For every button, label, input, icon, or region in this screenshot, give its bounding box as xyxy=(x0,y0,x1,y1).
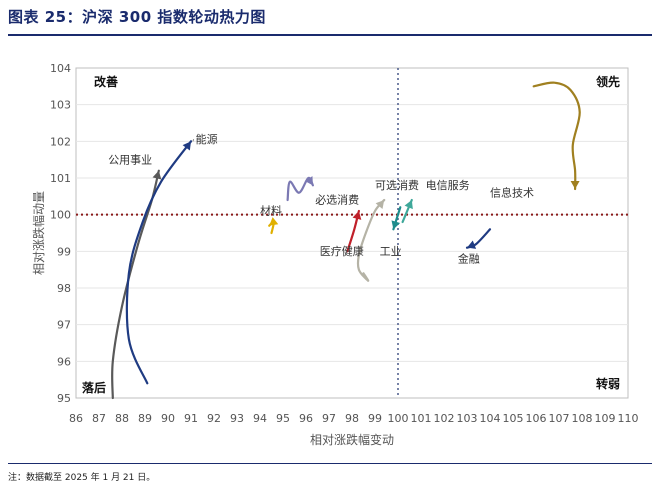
series-label: 工业 xyxy=(380,245,402,258)
trajectory-arrowhead xyxy=(375,200,385,210)
series-label: 必选消费 xyxy=(315,193,359,207)
series-label: 材料 xyxy=(260,204,282,218)
series-trajectory xyxy=(532,81,581,191)
x-tick-label: 91 xyxy=(184,412,198,425)
quadrant-label-improving: 改善 xyxy=(94,74,118,89)
x-tick-label: 94 xyxy=(253,412,267,425)
x-tick-label: 89 xyxy=(138,412,152,425)
footnote: 注：数据截至 2025 年 1 月 21 日。 xyxy=(8,473,156,483)
y-tick-label: 100 xyxy=(50,209,71,222)
x-tick-label: 92 xyxy=(207,412,221,425)
series-trajectory xyxy=(268,217,279,235)
x-tick-label: 97 xyxy=(322,412,336,425)
x-tick-label: 98 xyxy=(345,412,359,425)
quadrant-label-weakening: 转弱 xyxy=(596,376,620,391)
x-tick-label: 109 xyxy=(595,412,616,425)
quadrant-label-leading: 领先 xyxy=(596,74,620,89)
x-tick-label: 108 xyxy=(572,412,593,425)
quadrant-label-lagging: 落后 xyxy=(82,380,106,395)
y-tick-label: 95 xyxy=(57,392,71,405)
series-label: 电信服务 xyxy=(426,179,470,192)
y-tick-label: 99 xyxy=(57,245,71,258)
title-rule xyxy=(8,34,652,36)
trajectory-line xyxy=(532,81,581,191)
series-trajectory xyxy=(346,209,362,253)
series-trajectory xyxy=(356,198,386,282)
x-tick-label: 104 xyxy=(480,412,501,425)
x-tick-label: 86 xyxy=(69,412,83,425)
trajectory-arrowhead xyxy=(570,181,580,189)
series-layer xyxy=(111,81,581,400)
series-trajectory xyxy=(391,206,402,231)
x-tick-label: 105 xyxy=(503,412,524,425)
trajectory-line xyxy=(356,198,386,282)
plot-frame xyxy=(75,67,629,399)
x-axis-title: 相对涨跌幅变动 xyxy=(310,432,394,447)
x-tick-label: 99 xyxy=(368,412,382,425)
x-tick-label: 101 xyxy=(411,412,432,425)
reference-lines xyxy=(76,68,628,398)
x-tick-label: 100 xyxy=(388,412,409,425)
trajectory-arrowhead xyxy=(269,217,279,226)
trajectory-arrowhead xyxy=(304,176,313,186)
series-trajectory xyxy=(401,198,413,224)
series-label: 金融 xyxy=(458,251,480,265)
trajectory-arrowhead xyxy=(404,200,413,210)
x-tick-label: 88 xyxy=(115,412,129,425)
x-tick-label: 110 xyxy=(618,412,639,425)
x-tick-label: 107 xyxy=(549,412,570,425)
trajectory-arrowhead xyxy=(152,170,162,180)
x-tick-label: 93 xyxy=(230,412,244,425)
trajectory-line xyxy=(125,140,193,385)
trajectory-arrowhead xyxy=(182,141,191,151)
series-trajectory xyxy=(125,140,193,385)
trajectory-arrowhead xyxy=(352,211,362,220)
x-tick-label: 87 xyxy=(92,412,106,425)
y-tick-label: 97 xyxy=(57,319,71,332)
x-tick-label: 102 xyxy=(434,412,455,425)
series-label: 可选消费 xyxy=(375,178,419,192)
y-axis-title: 相对涨跌幅动量 xyxy=(31,191,46,275)
series-label: 医疗健康 xyxy=(320,244,364,258)
series-trajectory xyxy=(465,228,492,249)
x-tick-label: 96 xyxy=(299,412,313,425)
trajectory-arrowhead xyxy=(467,240,477,249)
y-tick-label: 101 xyxy=(50,172,71,185)
footnote-rule xyxy=(8,463,652,464)
y-tick-label: 104 xyxy=(50,62,71,75)
series-label: 信息技术 xyxy=(490,185,534,199)
x-tick-label: 103 xyxy=(457,412,478,425)
y-tick-label: 98 xyxy=(57,282,71,295)
series-label: 能源 xyxy=(196,132,218,146)
figure-title: 图表 25：沪深 300 指数轮动热力图 xyxy=(8,8,266,26)
x-tick-label: 95 xyxy=(276,412,290,425)
trajectory-line xyxy=(111,169,160,400)
y-tick-label: 103 xyxy=(50,99,71,112)
trajectory-arrowhead xyxy=(391,220,401,230)
series-trajectory xyxy=(286,176,314,202)
x-tick-label: 106 xyxy=(526,412,547,425)
y-tick-label: 102 xyxy=(50,135,71,148)
x-tick-label: 90 xyxy=(161,412,175,425)
label-leader-line xyxy=(192,139,195,142)
gridlines xyxy=(75,67,629,399)
series-label: 公用事业 xyxy=(108,153,152,166)
y-tick-label: 96 xyxy=(57,355,71,368)
